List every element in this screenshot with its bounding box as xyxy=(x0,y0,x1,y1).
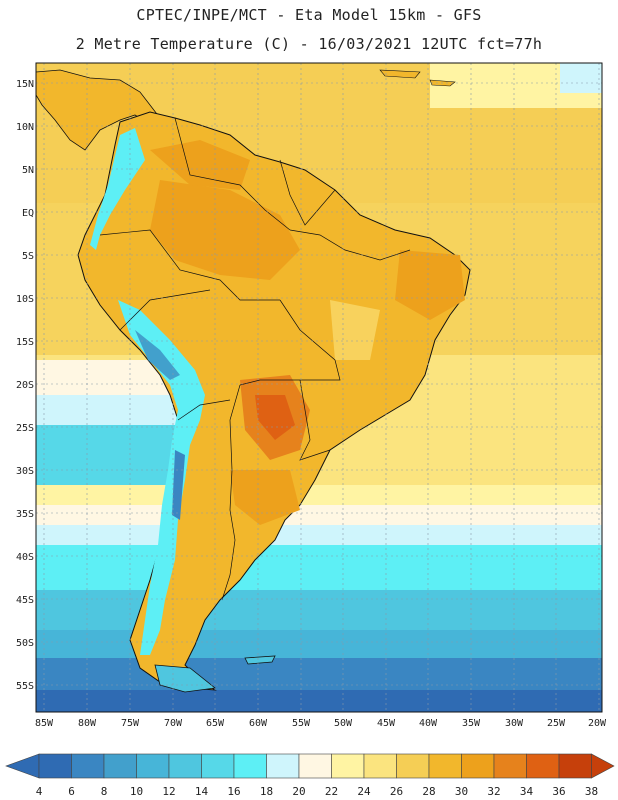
lat-label: EQ xyxy=(22,208,34,219)
plot-frame xyxy=(35,62,603,713)
legend-low-arrow xyxy=(5,753,40,779)
lon-label: 50W xyxy=(334,718,353,729)
lat-label: 10S xyxy=(16,294,34,305)
lon-label: 85W xyxy=(35,718,54,729)
lat-label: 30S xyxy=(16,466,34,477)
legend-tick-label: 14 xyxy=(195,785,209,798)
pampas-warm-region xyxy=(230,470,300,525)
lat-label: 55S xyxy=(16,681,34,692)
legend-tick-label: 30 xyxy=(455,785,468,798)
lon-label: 40W xyxy=(419,718,438,729)
legend-tick-label: 4 xyxy=(36,785,43,798)
lon-label: 60W xyxy=(249,718,268,729)
legend-tick-label: 16 xyxy=(227,785,240,798)
legend-swatch xyxy=(396,753,430,779)
legend-swatch xyxy=(201,753,235,779)
lon-label: 25W xyxy=(547,718,566,729)
northeast-warm-region xyxy=(395,250,465,320)
lat-label: 45S xyxy=(16,595,34,606)
tierra-del-fuego xyxy=(154,664,216,693)
central-andes-cold xyxy=(118,300,205,655)
falkland-islands xyxy=(244,655,276,665)
legend-swatch xyxy=(558,753,592,779)
lat-label: 50S xyxy=(16,638,34,649)
legend-tick-label: 38 xyxy=(585,785,598,798)
legend-swatch xyxy=(363,753,397,779)
legend-tick-label: 28 xyxy=(422,785,435,798)
latitude-axis: 15N 10N 5N EQ 5S 10S 15S 20S 25S 30S 35S… xyxy=(16,79,34,692)
color-legend: 4 6 8 10 12 14 16 18 20 22 24 26 28 30 32 34 36 38 xyxy=(5,753,615,798)
legend-tick-label: 36 xyxy=(552,785,565,798)
central-plateau-mild xyxy=(330,300,380,360)
venezuela-warm-region xyxy=(150,140,250,190)
legend-swatch xyxy=(526,753,560,779)
legend-swatch xyxy=(136,753,170,779)
lat-label: 40S xyxy=(16,552,34,563)
legend-swatch xyxy=(331,753,365,779)
legend-tick-label: 8 xyxy=(101,785,108,798)
legend-tick-label: 12 xyxy=(162,785,175,798)
legend-tick-label: 10 xyxy=(130,785,143,798)
lat-label: 10N xyxy=(16,122,34,133)
country-borders xyxy=(99,117,411,601)
legend-tick-label: 20 xyxy=(292,785,305,798)
lat-label: 15N xyxy=(16,79,34,90)
lat-label: 15S xyxy=(16,337,34,348)
legend-high-arrow xyxy=(591,753,615,779)
lon-label: 70W xyxy=(164,718,183,729)
graticule xyxy=(36,63,602,712)
map-subtitle: 2 Metre Temperature (C) - 16/03/2021 12U… xyxy=(75,35,543,53)
legend-swatch xyxy=(71,753,105,779)
chaco-hot-core xyxy=(255,395,295,440)
longitude-axis: 85W 80W 75W 70W 65W 60W 55W 50W 45W 40W … xyxy=(35,718,607,729)
legend-swatch xyxy=(298,753,332,779)
altiplano-coldest xyxy=(135,330,180,380)
legend-swatch xyxy=(266,753,300,779)
legend-tick-label: 34 xyxy=(520,785,534,798)
legend-tick-label: 22 xyxy=(325,785,338,798)
map-title: CPTEC/INPE/MCT - Eta Model 15km - GFS xyxy=(136,6,482,24)
lat-label: 20S xyxy=(16,380,34,391)
northern-andes-cold xyxy=(90,128,145,250)
lon-label: 65W xyxy=(206,718,225,729)
legend-tick-label: 24 xyxy=(357,785,371,798)
central-america-landmass xyxy=(36,69,161,151)
temperature-field xyxy=(36,63,602,712)
legend-swatch xyxy=(168,753,202,779)
legend-tick-label: 18 xyxy=(260,785,273,798)
legend-swatch xyxy=(103,753,137,779)
lon-label: 35W xyxy=(462,718,481,729)
legend-tick-label: 32 xyxy=(487,785,500,798)
lon-label: 45W xyxy=(377,718,396,729)
lat-label: 5N xyxy=(22,165,34,176)
lat-label: 35S xyxy=(16,509,34,520)
legend-tick-label: 26 xyxy=(390,785,403,798)
lon-label: 30W xyxy=(505,718,524,729)
southern-andes-coldest xyxy=(172,450,185,520)
legend-swatch xyxy=(428,753,462,779)
lat-label: 25S xyxy=(16,423,34,434)
lon-label: 75W xyxy=(121,718,140,729)
legend-tick-label: 6 xyxy=(68,785,75,798)
caribbean-island xyxy=(379,69,421,79)
legend-swatch xyxy=(461,753,495,779)
legend-swatch xyxy=(233,753,267,779)
legend-swatch xyxy=(493,753,527,779)
legend-swatch xyxy=(38,753,72,779)
lon-label: 55W xyxy=(292,718,311,729)
lon-label: 80W xyxy=(78,718,97,729)
lat-label: 5S xyxy=(22,251,34,262)
lon-label: 20W xyxy=(588,718,607,729)
